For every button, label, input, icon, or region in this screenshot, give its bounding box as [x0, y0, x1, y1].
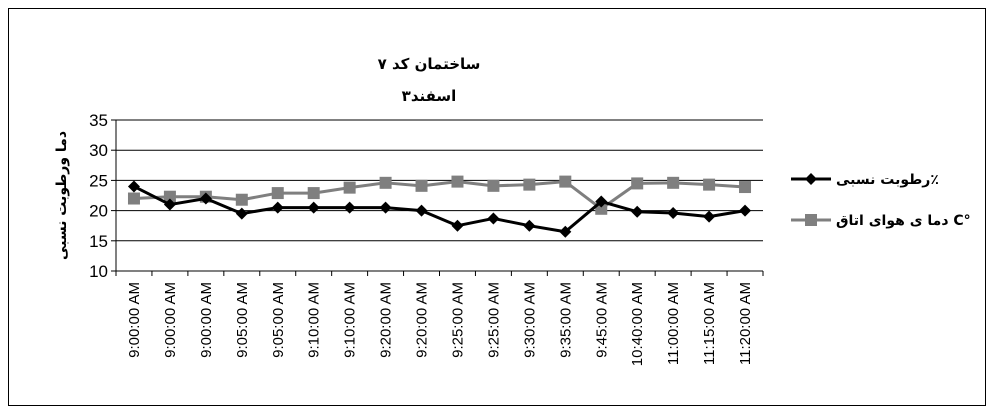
data-point-diamond: [379, 201, 392, 214]
y-tick-label: 20: [89, 202, 108, 221]
data-point-diamond: [235, 207, 248, 220]
data-point-diamond: [703, 210, 716, 223]
x-tick-label: 9:35:00 AM: [557, 282, 574, 358]
legend-label: رطوبت نسبی٪: [836, 172, 939, 188]
chart-subtitle: ۳اسفند: [402, 87, 457, 105]
data-point-square: [127, 192, 140, 205]
data-point-diamond: [343, 201, 356, 214]
x-tick-label: 9:00:00 AM: [126, 282, 143, 358]
y-tick-label: 15: [89, 232, 108, 251]
x-tick-label: 9:20:00 AM: [414, 282, 431, 358]
data-point-diamond: [307, 201, 320, 214]
data-point-square: [235, 193, 248, 206]
x-tick-label: 9:10:00 AM: [342, 282, 359, 358]
x-tick-label: 9:30:00 AM: [521, 282, 538, 358]
series-line: [133, 185, 746, 234]
gridlines: [111, 119, 763, 272]
y-tick-label: 35: [89, 111, 108, 130]
legend-item: رطوبت نسبی٪: [791, 172, 939, 188]
x-tick-label: 11:15:00 AM: [701, 282, 718, 365]
data-point-square: [271, 187, 284, 200]
data-point-square: [163, 190, 176, 203]
data-point-diamond: [487, 212, 500, 225]
data-point-square: [523, 178, 536, 191]
series-layer: [127, 175, 752, 238]
data-point-diamond: [667, 207, 680, 220]
y-tick-label: 25: [89, 171, 108, 190]
data-point-square: [451, 175, 464, 188]
data-point-diamond: [451, 219, 464, 232]
data-point-square: [739, 181, 752, 194]
x-tick-label: 9:25:00 AM: [485, 282, 502, 358]
data-point-square: [487, 179, 500, 192]
x-tick-label: 9:20:00 AM: [378, 282, 395, 358]
data-point-diamond: [271, 201, 284, 214]
legend-item: دما ی هوای اتاق C°: [791, 213, 971, 229]
legend-marker-diamond: [805, 173, 817, 185]
y-axis-title: دما ورطوبت نسبی: [54, 131, 70, 260]
legend-label: دما ی هوای اتاق C°: [836, 213, 971, 229]
x-tick-label: 9:25:00 AM: [449, 282, 466, 358]
x-tick-label: 11:20:00 AM: [737, 282, 754, 365]
data-point-square: [307, 187, 320, 200]
data-point-diamond: [415, 204, 428, 217]
data-point-diamond: [127, 180, 140, 193]
x-tick-label: 9:10:00 AM: [306, 282, 323, 358]
x-tick-label: 9:05:00 AM: [270, 282, 287, 358]
x-tick-label: 9:45:00 AM: [593, 282, 610, 358]
x-tick-label: 9:00:00 AM: [162, 282, 179, 358]
x-tick-label: 11:00:00 AM: [665, 282, 682, 365]
data-point-square: [379, 176, 392, 189]
x-tick-label: 9:05:00 AM: [234, 282, 251, 358]
x-tick-label: 10:40:00 AM: [629, 282, 646, 366]
y-tick-label: 30: [89, 141, 108, 160]
data-point-diamond: [739, 204, 752, 217]
data-point-diamond: [595, 195, 608, 208]
series-temperature: [127, 175, 752, 215]
data-point-diamond: [199, 192, 212, 205]
y-tick-labels: 10 15 20 25 30 35: [89, 111, 108, 281]
chart-title: ساختمان کد ۷: [378, 55, 481, 73]
series-line: [133, 180, 746, 211]
data-point-diamond: [163, 198, 176, 211]
legend: رطوبت نسبی٪ دما ی هوای اتاق C°: [791, 172, 971, 229]
data-point-square: [415, 179, 428, 192]
axes: [115, 120, 763, 272]
chart-frame: ساختمان کد ۷ ۳اسفند دما ورطوبت نسبی 10 15…: [8, 8, 986, 406]
data-point-diamond: [523, 219, 536, 232]
data-point-diamond: [631, 205, 644, 218]
series-humidity: [127, 180, 752, 238]
data-point-square: [631, 177, 644, 190]
line-chart: ساختمان کد ۷ ۳اسفند دما ورطوبت نسبی 10 15…: [54, 55, 971, 366]
x-tick-label: 9:00:00 AM: [198, 282, 215, 358]
legend-marker-square: [805, 214, 817, 226]
y-tick-label: 10: [89, 262, 108, 281]
data-point-square: [703, 178, 716, 191]
data-point-square: [343, 181, 356, 194]
x-tick-labels: 9:00:00 AM 9:00:00 AM 9:00:00 AM 9:05:00 AM…: [115, 271, 764, 366]
data-point-square: [667, 176, 680, 189]
data-point-square: [559, 175, 572, 188]
data-point-diamond: [559, 225, 572, 238]
